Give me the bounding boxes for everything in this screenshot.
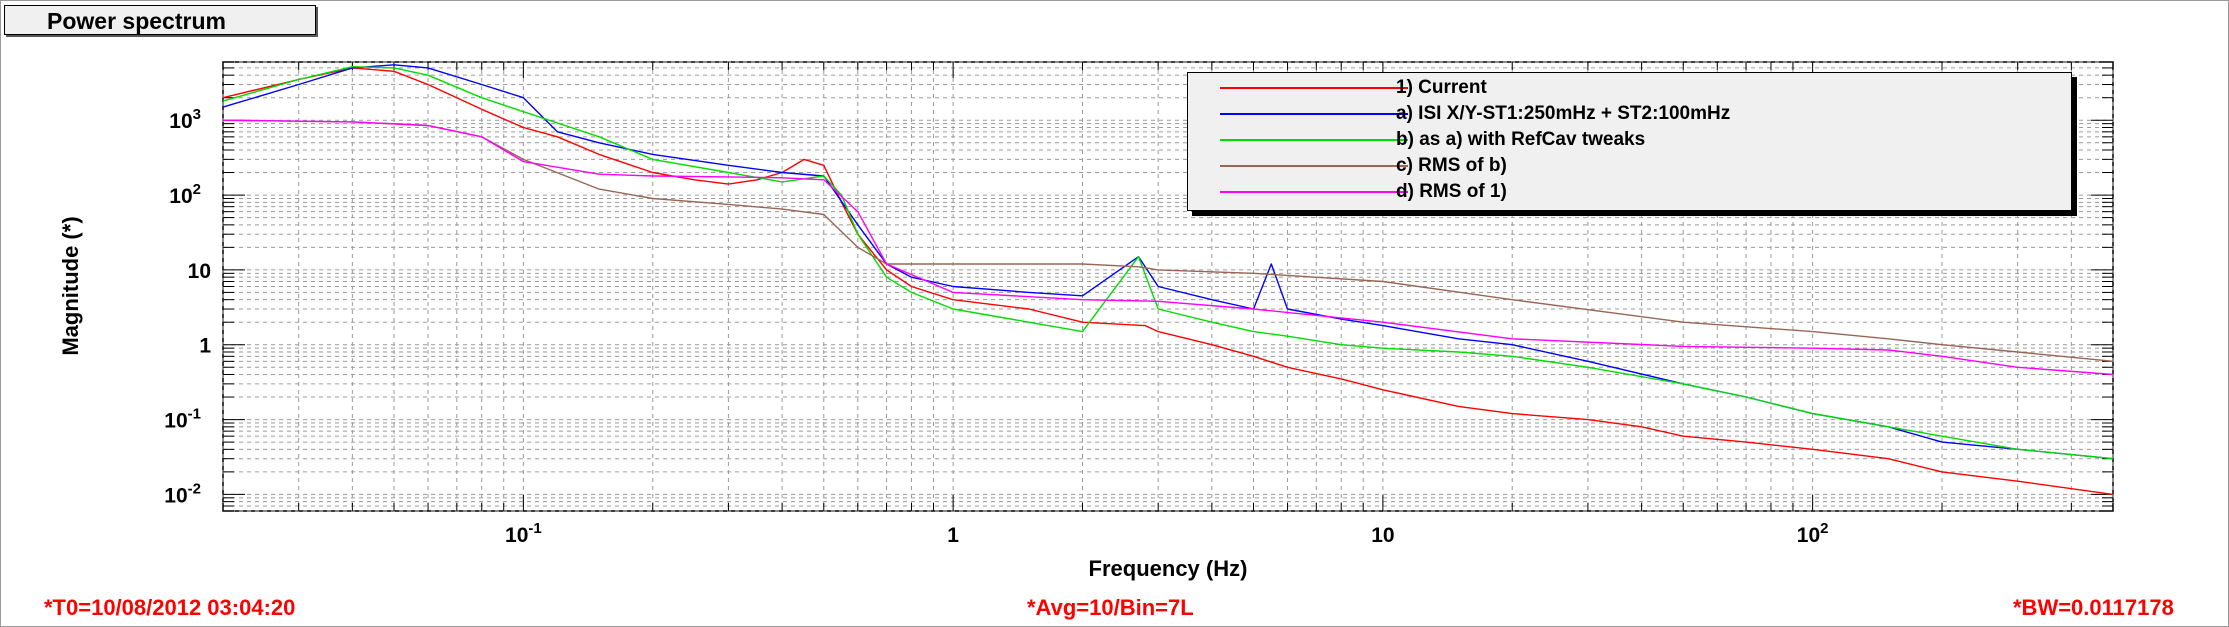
series-line-5 xyxy=(222,119,2114,376)
y-tick-label: 103 xyxy=(169,106,201,133)
legend-item: 1) Current xyxy=(1188,75,2071,101)
series-line-1 xyxy=(222,67,2114,496)
legend-swatch xyxy=(1220,87,1408,89)
y-axis-label: Magnitude (*) xyxy=(58,216,83,355)
y-tick-label: 1 xyxy=(199,335,211,358)
legend-swatch xyxy=(1220,113,1408,115)
tick-layer xyxy=(222,61,2114,512)
legend-item: a) ISI X/Y-ST1:250mHz + ST2:100mHz xyxy=(1188,101,2071,127)
legend-item: b) as a) with RefCav tweaks xyxy=(1188,127,2071,153)
legend-label: c) RMS of b) xyxy=(1396,155,1507,176)
y-tick-label: 10-1 xyxy=(164,406,201,433)
legend-item: c) RMS of b) xyxy=(1188,153,2071,179)
y-tick-label: 10 xyxy=(188,260,211,283)
footer-bw: *BW=0.0117178 xyxy=(2013,595,2174,620)
legend-label: a) ISI X/Y-ST1:250mHz + ST2:100mHz xyxy=(1396,103,1731,124)
x-axis-label: Frequency (Hz) xyxy=(1089,556,1248,581)
legend-swatch xyxy=(1220,165,1408,167)
legend-label: d) RMS of 1) xyxy=(1396,181,1507,202)
series-line-3 xyxy=(222,65,2114,460)
series-layer xyxy=(222,64,2114,496)
series-line-4 xyxy=(222,119,2114,362)
tick-label-layer: 10-1 1 10 102 10-2 10-1 1 10 102 103 xyxy=(164,106,1828,547)
legend-label: 1) Current xyxy=(1396,77,1487,98)
x-tick-label: 10 xyxy=(1371,524,1394,547)
legend-item: d) RMS of 1) xyxy=(1188,179,2071,205)
legend: 1) Current a) ISI X/Y-ST1:250mHz + ST2:1… xyxy=(1187,72,2072,211)
legend-swatch xyxy=(1220,191,1408,193)
y-tick-label: 102 xyxy=(169,181,201,208)
legend-label: b) as a) with RefCav tweaks xyxy=(1396,129,1646,150)
legend-swatch xyxy=(1220,139,1408,141)
y-tick-label: 10-2 xyxy=(164,480,201,507)
x-tick-label: 102 xyxy=(1797,520,1829,547)
window-title: Power spectrum xyxy=(4,5,316,35)
footer-t0: *T0=10/08/2012 03:04:20 xyxy=(44,595,296,620)
footer-avg: *Avg=10/Bin=7L xyxy=(1027,595,1194,620)
x-tick-label: 10-1 xyxy=(505,520,542,547)
x-tick-label: 1 xyxy=(947,524,959,547)
